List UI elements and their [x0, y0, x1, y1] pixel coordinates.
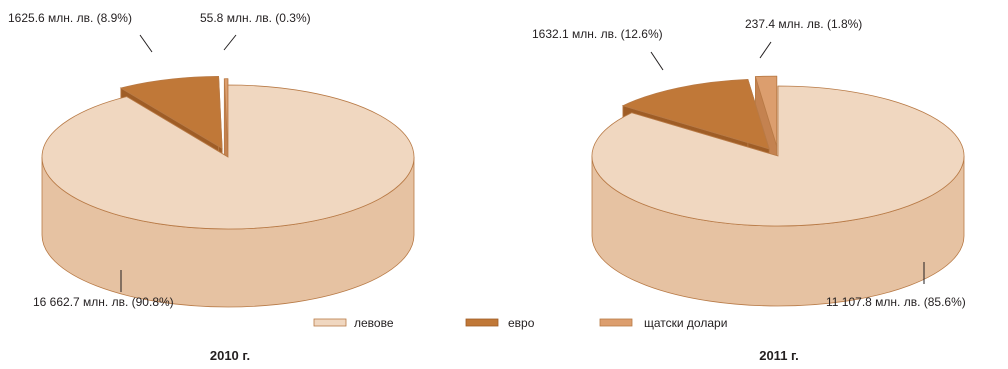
slice-top-usd-2010 [223, 78, 229, 151]
label-2011-evro: 1632.1 млн. лв. (12.6%) [532, 27, 663, 41]
legend-label-usd: щатски долари [644, 316, 727, 330]
label-2011-levove: 11 107.8 млн. лв. (85.6%) [826, 295, 966, 309]
label-2011-usd: 237.4 млн. лв. (1.8%) [745, 17, 862, 31]
label-2010-usd: 55.8 млн. лв. (0.3%) [200, 11, 311, 25]
leader-line [223, 34, 237, 51]
pie-2011 [591, 75, 965, 307]
chart-title-2011: 2011 г. [759, 348, 799, 363]
label-2010-evro: 1625.6 млн. лв. (8.9%) [8, 11, 132, 25]
pie-2010 [41, 76, 415, 308]
slice-top-usd-2011 [754, 75, 778, 147]
slice-top-levove-2011 [591, 85, 965, 227]
leader-line [139, 34, 153, 53]
leader-line [759, 41, 772, 59]
legend-label-levove: левове [354, 316, 394, 330]
pies-group [41, 75, 965, 308]
legend-label-evro: евро [508, 316, 535, 330]
legend-swatch-levove [313, 318, 347, 327]
legend-swatch-evro [465, 318, 499, 327]
slice-top-evro-2011 [621, 78, 770, 150]
slice-top-levove-2010 [41, 84, 415, 230]
legend-swatch-usd [599, 318, 633, 327]
leader-line [650, 51, 664, 71]
label-2010-levove: 16 662.7 млн. лв. (90.8%) [33, 295, 174, 309]
chart-title-2010: 2010 г. [210, 348, 250, 363]
legend: левове евро щатски долари [313, 316, 727, 330]
leader-lines [120, 34, 925, 292]
slice-top-evro-2010 [119, 76, 223, 150]
